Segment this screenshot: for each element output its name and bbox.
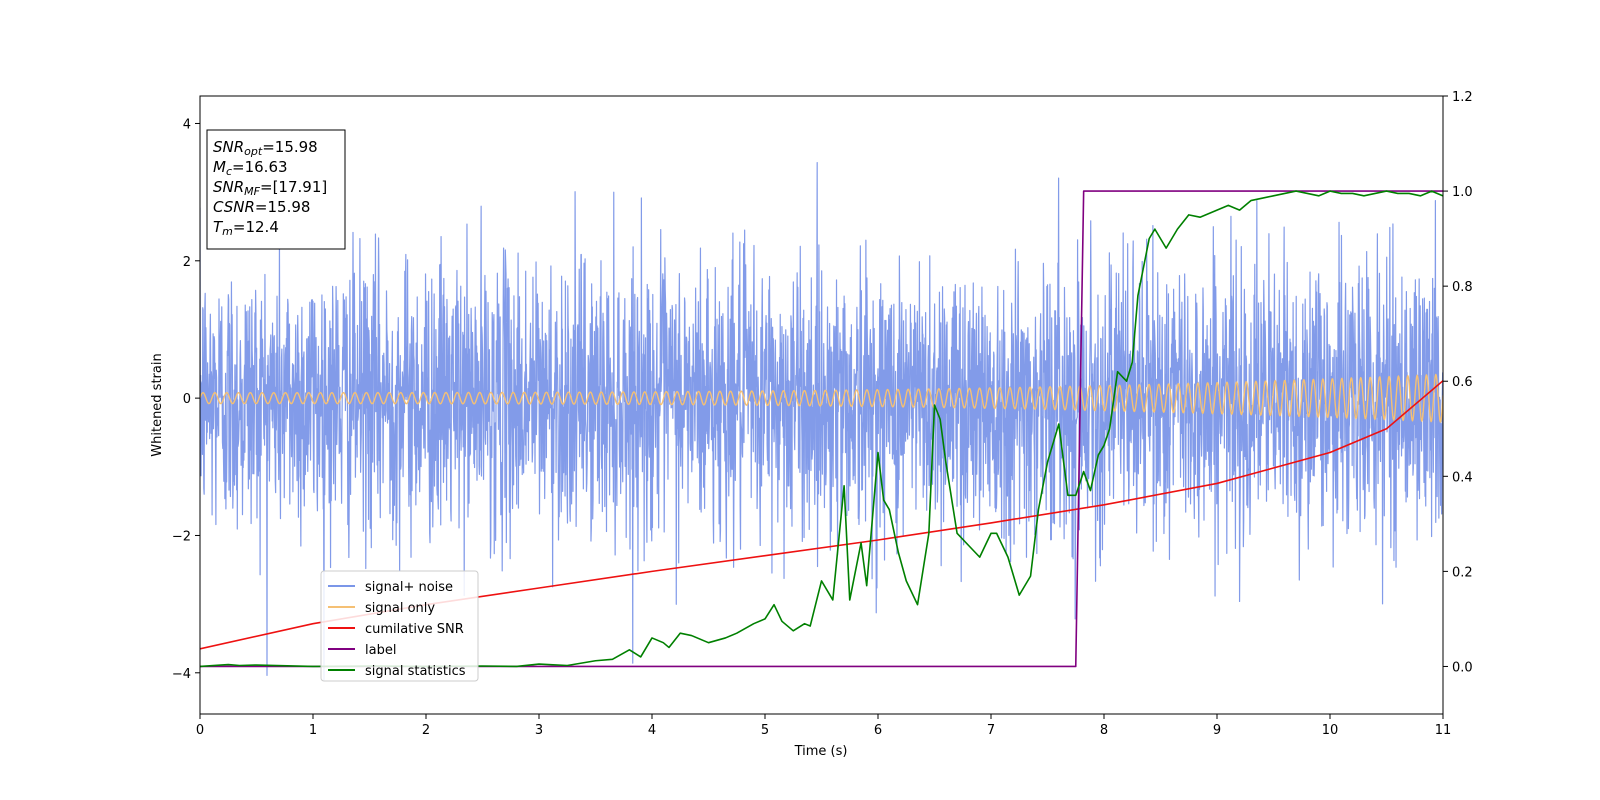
x-tick-label: 2 — [422, 723, 430, 738]
info-line: CSNR=15.98 — [213, 198, 310, 216]
y-axis-label: Whitened strain — [150, 353, 165, 456]
y2-tick-label: 0.6 — [1452, 375, 1473, 390]
y-tick-label: −2 — [172, 529, 191, 544]
info-box: SNRopt=15.98Mc=16.63SNRMF=[17.91]CSNR=15… — [206, 129, 346, 250]
x-tick-label: 8 — [1100, 723, 1108, 738]
y-tick-label: 2 — [183, 255, 191, 270]
y-tick-label: −4 — [172, 667, 191, 682]
info-box-frame — [206, 129, 346, 250]
series-signal-statistics — [200, 190, 1443, 668]
info-line: Tm=12.4 — [213, 218, 279, 238]
y2-tick-label: 0.2 — [1452, 565, 1473, 580]
legend-entry: signal+ noise — [365, 580, 453, 595]
legend-entry: label — [365, 643, 396, 658]
legend-frame — [320, 570, 479, 682]
series-layer — [200, 162, 1443, 681]
y2-tick-label: 1.2 — [1452, 90, 1473, 105]
x-tick-label: 5 — [761, 723, 769, 738]
y-tick-label: 0 — [183, 392, 191, 407]
series-signal-only — [200, 373, 1443, 423]
x-tick-label: 3 — [535, 723, 543, 738]
x-tick-label: 1 — [309, 723, 317, 738]
legend-entry: cumilative SNR — [365, 622, 464, 637]
series-signal-noise — [200, 162, 1443, 681]
legend-entry: signal statistics — [365, 664, 466, 679]
x-tick-label: 4 — [648, 723, 656, 738]
legend: signal+ noise signal only cumilative SNR la… — [320, 570, 479, 682]
info-line: Mc=16.63 — [213, 158, 288, 178]
x-tick-label: 7 — [987, 723, 995, 738]
x-tick-label: 6 — [874, 723, 882, 738]
x-tick-label: 11 — [1435, 723, 1452, 738]
info-line: SNRopt=15.98 — [213, 138, 318, 158]
x-tick-label: 9 — [1213, 723, 1221, 738]
x-tick-label: 0 — [196, 723, 204, 738]
info-line: SNRMF=[17.91] — [213, 178, 327, 198]
x-tick-label: 10 — [1322, 723, 1339, 738]
x-axis-label: Time (s) — [794, 744, 848, 759]
y2-tick-label: 0.0 — [1452, 660, 1473, 675]
series-label — [200, 190, 1443, 668]
legend-entry: signal only — [365, 601, 435, 616]
y2-tick-label: 0.8 — [1452, 280, 1473, 295]
axes-frame — [199, 95, 1444, 715]
y2-tick-label: 0.4 — [1452, 470, 1473, 485]
y2-tick-label: 1.0 — [1452, 185, 1473, 200]
axes-layer: 0 1 2 3 4 5 6 7 8 9 10 11 −4 −2 0 2 4 0.0 0.2 0.4 0.6 0.8 1.0 1… — [172, 90, 1473, 738]
y-tick-label: 4 — [183, 117, 191, 132]
